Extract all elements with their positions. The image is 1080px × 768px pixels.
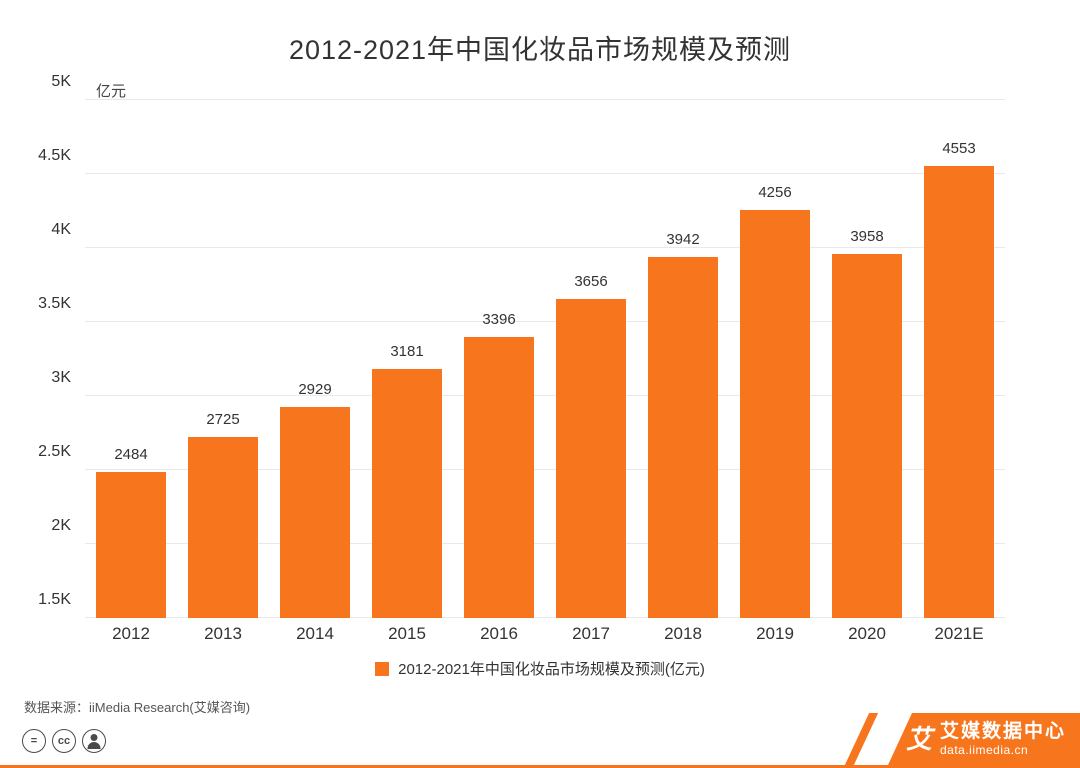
bar-slot: 3958 [821, 100, 913, 618]
bar-slot: 3942 [637, 100, 729, 618]
bar-2018 [648, 256, 718, 618]
y-axis-tick-label: 2.5K [38, 443, 71, 460]
cc-icon: cc [52, 729, 76, 753]
bar-value-label: 4256 [758, 184, 792, 202]
bar-slot: 3181 [361, 100, 453, 618]
bar-2020 [832, 254, 902, 618]
gridline [85, 321, 1005, 322]
bar-2014 [280, 406, 350, 618]
y-axis-unit-label: 亿元 [96, 83, 127, 100]
gridline [85, 247, 1005, 248]
bar-2012 [96, 472, 166, 618]
bar-value-label: 2929 [298, 380, 332, 398]
gridline [85, 395, 1005, 396]
bar-value-label: 3942 [666, 230, 700, 248]
x-axis-label: 2018 [664, 624, 702, 643]
x-axis-label: 2016 [480, 624, 518, 643]
bar-value-label: 3181 [390, 343, 424, 361]
x-axis-labels: 2012 2013 2014 2015 2016 2017 2018 2019 2020 2021… [85, 624, 1005, 644]
brand-url: data.iimedia.cn [939, 743, 1029, 758]
y-axis-tick-label: 3K [51, 369, 71, 386]
bar-value-label: 4553 [942, 140, 976, 158]
y-axis-tick-label: 1.5K [38, 591, 71, 608]
bar-2021E [924, 166, 994, 618]
legend-swatch-icon [375, 661, 390, 676]
license-icons: = cc [22, 729, 106, 753]
gridline [85, 617, 1005, 618]
brand-name: 艾媒数据中心 [939, 720, 1066, 742]
x-axis-label: 2013 [204, 624, 242, 643]
bar-slot: 3396 [453, 100, 545, 618]
bar-slot: 2929 [269, 100, 361, 618]
bar-value-label: 3396 [482, 311, 516, 329]
y-axis-tick-label: 3.5K [38, 295, 71, 312]
person-icon-body [87, 742, 101, 749]
bar-2017 [556, 298, 626, 618]
legend[interactable]: 2012-2021年中国化妆品市场规模及预测(亿元) [0, 658, 1080, 679]
bar-slot: 2484 [85, 100, 177, 618]
equals-icon: = [22, 729, 46, 753]
legend-label: 2012-2021年中国化妆品市场规模及预测(亿元) [398, 661, 705, 678]
x-axis-label: 2014 [296, 624, 334, 643]
bottom-accent-line [0, 765, 1080, 768]
bar-slot: 4256 [729, 100, 821, 618]
source-note: 数据来源：iiMedia Research(艾媒咨询) [24, 700, 251, 715]
brand-logo-icon: 艾 [905, 724, 932, 754]
x-axis-label: 2012 [112, 624, 150, 643]
brand-ribbon: 艾 艾媒数据中心 data.iimedia.cn [888, 713, 1080, 765]
y-axis-tick-label: 5K [51, 73, 71, 90]
bar-value-label: 2725 [206, 410, 240, 428]
x-axis-label: 2015 [388, 624, 426, 643]
x-axis-label: 2017 [572, 624, 610, 643]
chart-title: 2012-2021年中国化妆品市场规模及预测 [288, 35, 792, 65]
gridline [85, 469, 1005, 470]
bar-2015 [372, 369, 442, 618]
gridline [85, 543, 1005, 544]
person-icon-head [90, 734, 98, 741]
bar-value-label: 2484 [114, 446, 148, 464]
y-axis-tick-label: 2K [51, 517, 71, 534]
person-icon [82, 729, 106, 753]
grid-layer: 1.5K 2K 2.5K 3K 3.5K 4K 4.5K 5K [38, 73, 1005, 618]
gridline [85, 173, 1005, 174]
bar-slot: 3656 [545, 100, 637, 618]
bar-slot: 2725 [177, 100, 269, 618]
plot-area: 1.5K 2K 2.5K 3K 3.5K 4K 4.5K 5K 2484 2725 2929 318… [38, 73, 1005, 618]
y-axis-tick-label: 4.5K [38, 147, 71, 164]
bar-2016 [464, 337, 534, 618]
y-axis-tick-label: 4K [51, 221, 71, 238]
x-axis-label: 2021E [934, 624, 984, 643]
bar-2019 [740, 210, 810, 618]
ribbon-sliver-decoration [844, 713, 879, 765]
x-axis-label: 2020 [848, 624, 886, 643]
bar-value-label: 3656 [574, 272, 608, 290]
gridline [85, 99, 1005, 100]
bar-2013 [188, 436, 258, 618]
bar-slot: 4553 [913, 100, 1005, 618]
bar-value-label: 3958 [850, 228, 884, 246]
bars-layer: 2484 2725 2929 3181 3396 3656 3942 4256 3958 4553 [85, 100, 1005, 618]
x-axis-label: 2019 [756, 624, 794, 643]
